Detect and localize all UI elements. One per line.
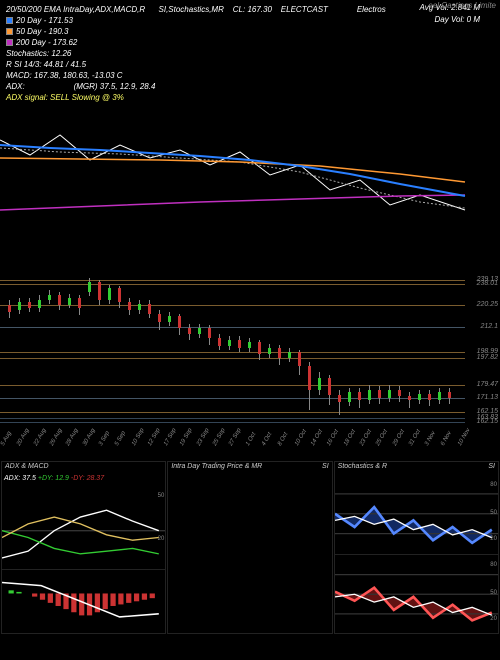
adx-macd-panel: ADX & MACD ADX: 37.5 +DY: 12.9 -DY: 28.3… <box>1 461 166 634</box>
stoch-label: Stochastics: 12.26 <box>6 48 494 59</box>
adx-label: ADX: <box>6 82 25 91</box>
ema50-label: 50 Day - 190.3 <box>16 27 68 36</box>
candlestick-chart: 239.13238.01220.25212.1198.99197.82179.4… <box>0 270 500 460</box>
adx-values: (MGR) 37.5, 12.9, 28.4 <box>74 82 156 91</box>
ema20-label: 20 Day - 171.53 <box>16 16 73 25</box>
stochastics-panel: Stochastics & RSI 80 50 20 80 50 20 <box>334 461 499 634</box>
adx-signal: ADX signal: SELL Slowing @ 3% <box>6 92 494 103</box>
indicator-panels: ADX & MACD ADX: 37.5 +DY: 12.9 -DY: 28.3… <box>0 460 500 635</box>
intraday-panel: Intra Day Trading Price & MRSI <box>167 461 332 634</box>
ema200-label: 200 Day - 173.62 <box>16 38 77 47</box>
macd-label: MACD: 167.38, 180.63, -13.03 C <box>6 70 494 81</box>
chart-header: 20/50/200 EMA IntraDay,ADX,MACD,R SI,Sto… <box>0 0 500 110</box>
ema-chart <box>0 110 500 270</box>
rsi-label: R SI 14/3: 44.81 / 41.5 <box>6 59 494 70</box>
date-axis: 5 Aug20 Aug22 Aug26 Aug28 Aug30 Aug3 Sep… <box>0 444 465 460</box>
